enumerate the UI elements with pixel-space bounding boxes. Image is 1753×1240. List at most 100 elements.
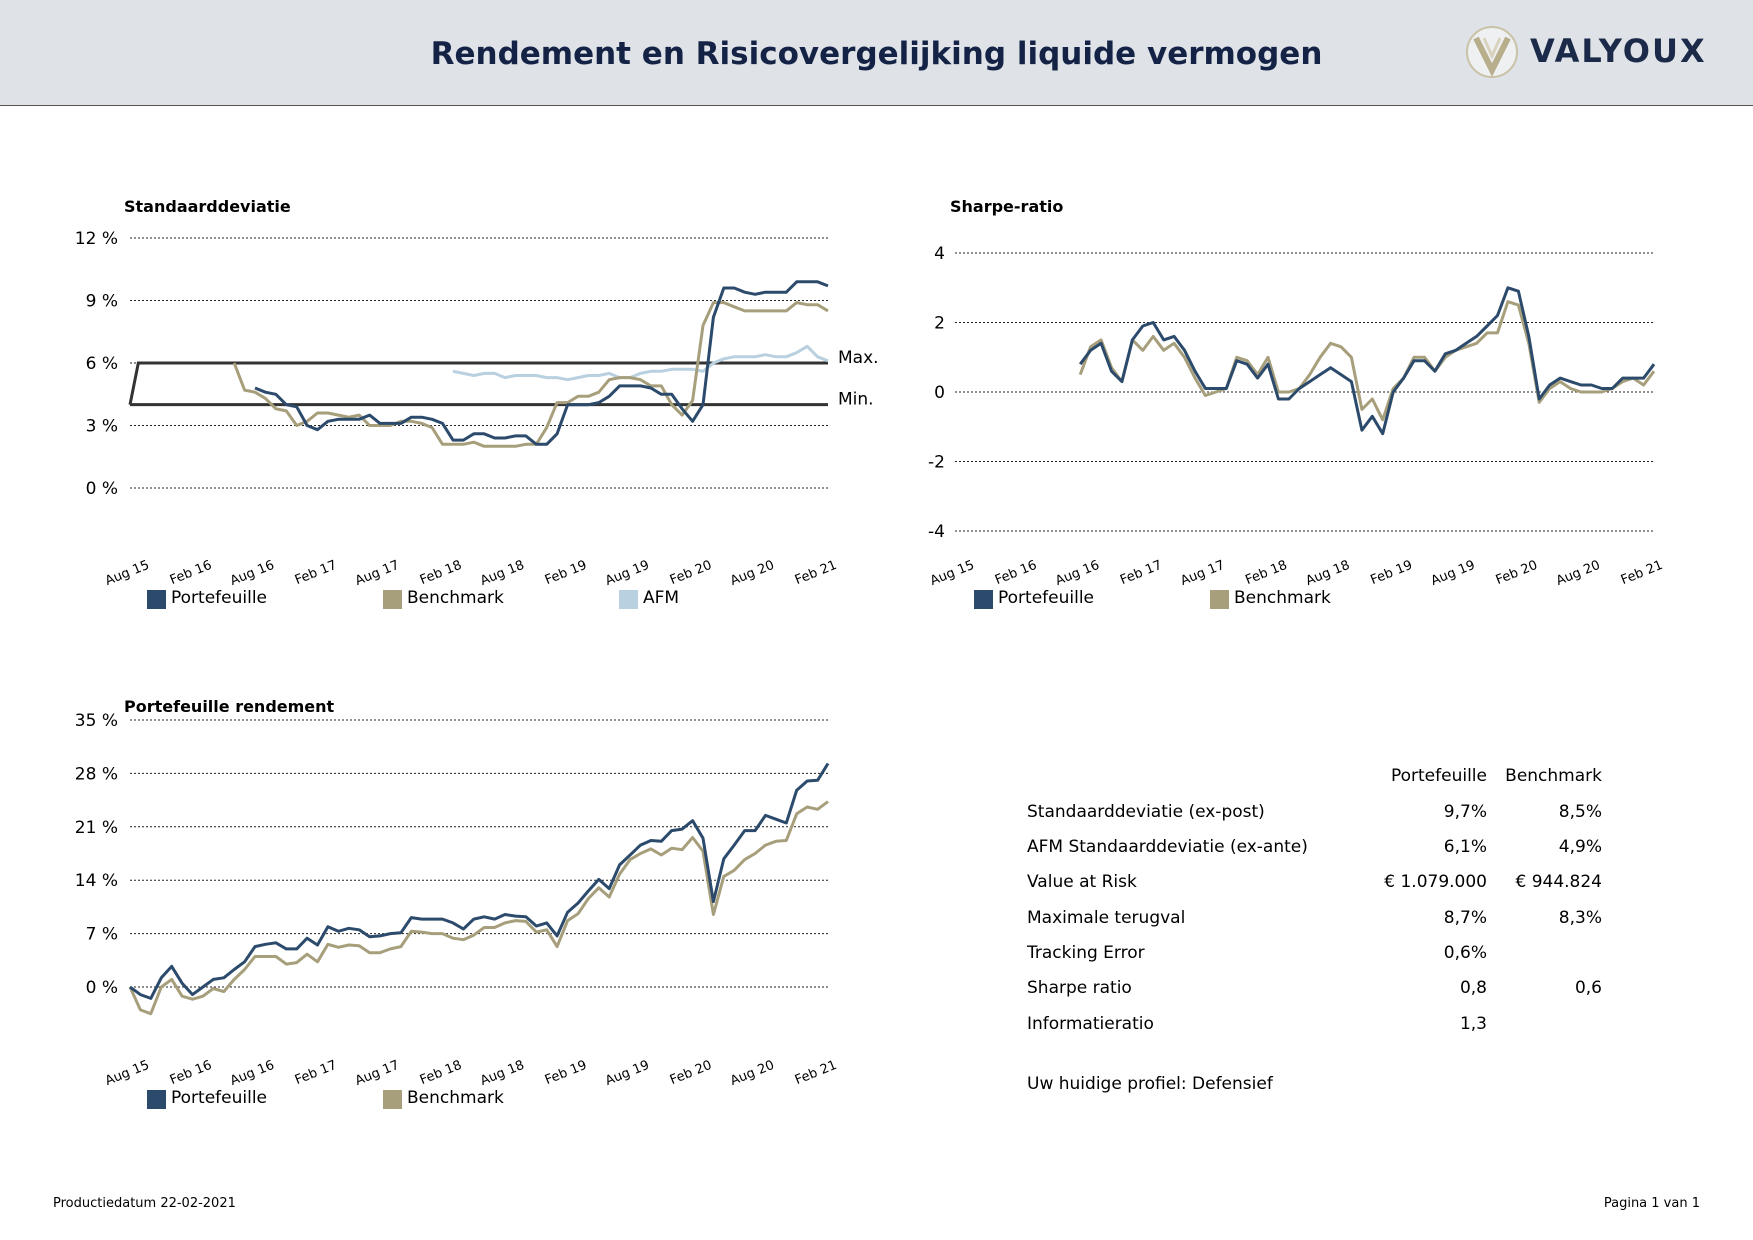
- stats-row: Standaarddeviatie (ex-post) 9,7% 8,5%: [1027, 802, 1602, 826]
- y-tick-label: 9 %: [86, 292, 118, 312]
- stats-row: Sharpe ratio 0,8 0,6: [1027, 978, 1602, 1002]
- stats-label: Informatieratio: [1027, 1014, 1154, 1034]
- y-tick-label: 14 %: [75, 871, 118, 891]
- chart-sharpe-ratio: Sharpe-ratio 4 2 0 -2 -4 Aug 15 Feb 16 Aug 16 Fe…: [880, 180, 1753, 620]
- x-tick-label: Aug 18: [478, 1058, 526, 1089]
- legend-label: Portefeuille: [171, 588, 268, 608]
- stats-label: Sharpe ratio: [1027, 978, 1132, 998]
- logo-text: VALYOUX: [1530, 32, 1707, 70]
- stats-row: Maximale terugval 8,7% 8,3%: [1027, 908, 1602, 932]
- stats-value-portefeuille: 9,7%: [1443, 802, 1487, 822]
- chart-plot: 12 % 9 % 6 % 3 % 0 % Aug 15 Feb 16 Aug 16 Feb 17…: [75, 229, 879, 589]
- valyoux-logo: VALYOUX: [1462, 24, 1712, 80]
- legend-swatch: [147, 590, 166, 609]
- x-tick-label: Feb 19: [1369, 558, 1415, 588]
- x-tick-label: Feb 19: [543, 1058, 589, 1088]
- x-tick-label: Feb 21: [793, 558, 839, 588]
- y-tick-label: 35 %: [75, 711, 118, 731]
- chart-portefeuille-rendement: Portefeuille rendement 35 % 28 % 21 % 14 % 7…: [0, 680, 900, 1120]
- stats-row: Value at Risk € 1.079.000 € 944.824: [1027, 872, 1602, 896]
- x-tick-label: Feb 18: [418, 558, 464, 588]
- y-tick-label: 6 %: [86, 354, 118, 374]
- x-tick-label: Aug 20: [1554, 558, 1602, 589]
- chart-title: Standaarddeviatie: [124, 197, 291, 216]
- x-tick-label: Aug 15: [103, 1058, 151, 1089]
- stats-value-benchmark: € 944.824: [1515, 872, 1602, 892]
- x-tick-label: Feb 17: [293, 558, 339, 588]
- series-line-portefeuille: [254, 280, 829, 446]
- x-tick-label: Aug 18: [1304, 558, 1352, 589]
- y-tick-label: 21 %: [75, 818, 118, 838]
- x-tick-label: Feb 17: [293, 1058, 339, 1088]
- stats-row: AFM Standaarddeviatie (ex-ante) 6,1% 4,9…: [1027, 837, 1602, 861]
- legend-swatch: [383, 590, 402, 609]
- series-line-benchmark: [1078, 300, 1656, 422]
- stats-row: Informatieratio 1,3: [1027, 1014, 1587, 1038]
- x-tick-label: Feb 20: [668, 1058, 714, 1088]
- chart-plot: 4 2 0 -2 -4 Aug 15 Feb 16 Aug 16 Feb 17 Aug 17 Feb…: [928, 244, 1665, 589]
- stats-label: Tracking Error: [1027, 943, 1145, 963]
- y-tick-label: -4: [928, 522, 945, 542]
- x-tick-label: Aug 19: [603, 1058, 651, 1089]
- y-tick-label: 12 %: [75, 229, 118, 249]
- page-title: Rendement en Risicovergelijking liquide …: [430, 36, 1323, 72]
- stats-value-portefeuille: 0,6%: [1443, 943, 1487, 963]
- stats-value-benchmark: 8,3%: [1558, 908, 1602, 928]
- production-date: Productiedatum 22-02-2021: [53, 1196, 236, 1211]
- x-tick-label: Feb 17: [1118, 558, 1164, 588]
- stats-row: Tracking Error 0,6%: [1027, 943, 1587, 967]
- legend-swatch: [383, 1090, 402, 1109]
- stats-value-portefeuille: 6,1%: [1443, 837, 1487, 857]
- series-line-benchmark: [232, 301, 829, 448]
- legend-label: Portefeuille: [998, 588, 1095, 608]
- stats-header-benchmark: Benchmark: [1505, 766, 1602, 786]
- x-tick-label: Feb 19: [543, 558, 589, 588]
- stats-value-portefeuille: 1,3: [1459, 1014, 1487, 1034]
- stats-value-benchmark: 0,6: [1574, 978, 1602, 998]
- x-tick-label: Feb 21: [793, 1058, 839, 1088]
- stats-label: AFM Standaarddeviatie (ex-ante): [1027, 837, 1308, 857]
- max-label: Max.: [838, 348, 879, 368]
- x-tick-label: Feb 16: [168, 558, 214, 588]
- legend-label: Portefeuille: [171, 1088, 268, 1108]
- x-tick-label: Aug 16: [228, 558, 276, 589]
- legend-label: Benchmark: [407, 588, 504, 608]
- x-tick-label: Aug 15: [103, 558, 151, 589]
- y-tick-label: 0 %: [86, 978, 118, 998]
- legend-swatch: [974, 590, 993, 609]
- legend-label: Benchmark: [1234, 588, 1331, 608]
- chart-standaarddeviatie: Standaarddeviatie 12 % 9 % 6 % 3 % 0 % Aug 15…: [0, 180, 900, 620]
- chart-title: Portefeuille rendement: [124, 697, 335, 716]
- legend-swatch: [1210, 590, 1229, 609]
- chart-plot: 35 % 28 % 21 % 14 % 7 % 0 % Aug 15 Feb 16 Aug 16…: [75, 711, 839, 1089]
- stats-header-row: Portefeuille Benchmark: [1027, 766, 1602, 790]
- stats-value-benchmark: 8,5%: [1558, 802, 1602, 822]
- chart-title: Sharpe-ratio: [950, 197, 1064, 216]
- x-tick-label: Aug 16: [1053, 558, 1101, 589]
- x-tick-label: Feb 20: [668, 558, 714, 588]
- x-tick-label: Aug 17: [1179, 558, 1227, 589]
- stats-value-portefeuille: 0,8: [1459, 978, 1487, 998]
- x-tick-label: Feb 20: [1494, 558, 1540, 588]
- y-tick-label: 28 %: [75, 764, 118, 784]
- y-tick-label: 2: [934, 314, 945, 334]
- y-tick-label: 3 %: [86, 417, 118, 437]
- y-tick-label: 4: [934, 244, 945, 264]
- x-tick-label: Feb 21: [1619, 558, 1665, 588]
- legend-label: AFM: [643, 588, 680, 608]
- series-line-portefeuille: [1078, 286, 1656, 436]
- valyoux-emblem-icon: [1466, 26, 1518, 78]
- series-line-portefeuille: [129, 762, 830, 1000]
- x-tick-label: Feb 18: [1243, 558, 1289, 588]
- min-label: Min.: [838, 390, 874, 410]
- stats-value-portefeuille: € 1.079.000: [1384, 872, 1487, 892]
- x-tick-label: Aug 15: [928, 558, 976, 589]
- profile-text: Uw huidige profiel: Defensief: [1027, 1074, 1273, 1094]
- x-tick-label: Aug 16: [228, 1058, 276, 1089]
- x-tick-label: Aug 17: [353, 558, 401, 589]
- stats-value-portefeuille: 8,7%: [1443, 908, 1487, 928]
- x-tick-label: Aug 19: [1429, 558, 1477, 589]
- x-tick-label: Feb 16: [993, 558, 1039, 588]
- legend-swatch: [147, 1090, 166, 1109]
- x-tick-label: Aug 19: [603, 558, 651, 589]
